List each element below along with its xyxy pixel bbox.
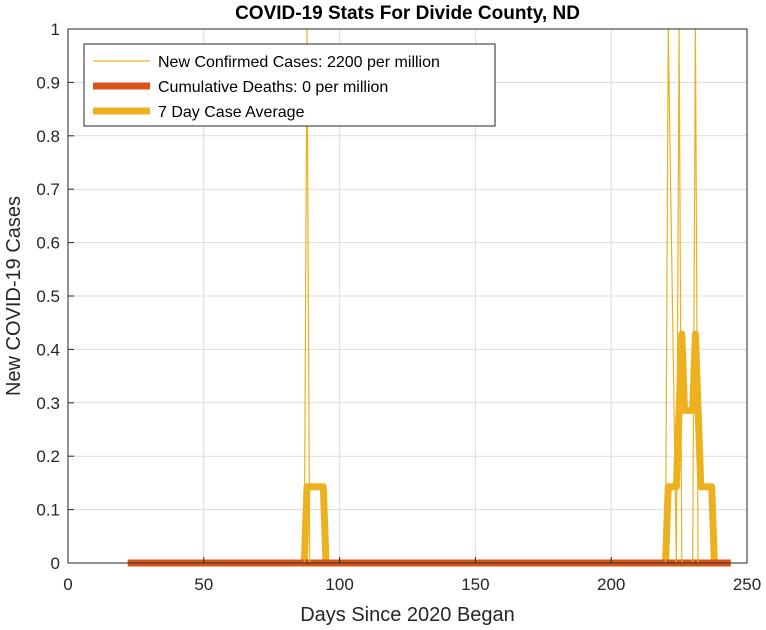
y-tick-label: 0.1 — [36, 501, 60, 520]
legend: New Confirmed Cases: 2200 per million Cum… — [83, 43, 496, 127]
x-tick-label: 250 — [733, 575, 761, 594]
legend-label-0: New Confirmed Cases: 2200 per million — [158, 54, 440, 71]
legend-label-2: 7 Day Case Average — [158, 104, 305, 121]
chart-title: COVID-19 Stats For Divide County, ND — [235, 3, 580, 24]
y-tick-label: 0.5 — [36, 287, 60, 306]
ticks: 0 50 100 150 200 250 0 0.1 0.2 0.3 0.4 0.5 0.6 0.7 0.8… — [36, 20, 761, 594]
legend-box — [83, 43, 496, 127]
y-tick-label: 0 — [51, 554, 60, 573]
x-tick-label: 150 — [461, 575, 489, 594]
y-tick-label: 0.3 — [36, 394, 60, 413]
y-tick-label: 0.8 — [36, 127, 60, 146]
y-tick-label: 0.9 — [36, 73, 60, 92]
x-axis-label: Days Since 2020 Began — [300, 604, 515, 626]
x-tick-label: 0 — [63, 575, 72, 594]
series-line-2 — [127, 330, 731, 567]
legend-label-1: Cumulative Deaths: 0 per million — [158, 79, 388, 96]
y-axis-label: New COVID-19 Cases — [3, 196, 25, 396]
y-tick-label: 0.4 — [36, 340, 60, 359]
x-tick-label: 200 — [597, 575, 625, 594]
y-tick-label: 1 — [51, 20, 60, 39]
x-tick-label: 50 — [194, 575, 213, 594]
y-tick-label: 0.7 — [36, 180, 60, 199]
x-tick-label: 100 — [325, 575, 353, 594]
y-tick-label: 0.2 — [36, 447, 60, 466]
y-tick-label: 0.6 — [36, 234, 60, 253]
